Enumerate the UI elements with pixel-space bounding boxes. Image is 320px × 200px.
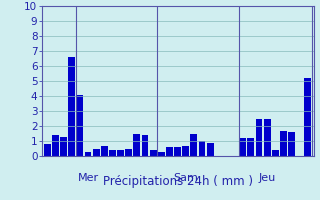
Bar (141, 135, 148, 156)
Bar (288, 132, 295, 156)
Bar (68, 57, 75, 156)
Bar (125, 148, 132, 156)
Text: Jeu: Jeu (259, 173, 276, 183)
Bar (280, 130, 287, 156)
Bar (44, 144, 51, 156)
Bar (158, 152, 165, 156)
Bar (264, 118, 271, 156)
Bar (190, 134, 197, 156)
Bar (60, 137, 67, 156)
Bar (76, 95, 83, 156)
Bar (133, 134, 140, 156)
Bar (247, 138, 254, 156)
Bar (272, 150, 279, 156)
Bar (239, 138, 246, 156)
Bar (174, 147, 181, 156)
Bar (150, 150, 156, 156)
Bar (84, 152, 92, 156)
Bar (52, 135, 59, 156)
Bar (207, 142, 214, 156)
Text: Sam: Sam (173, 173, 198, 183)
Bar (101, 146, 108, 156)
Bar (93, 148, 100, 156)
X-axis label: Précipitations 24h ( mm ): Précipitations 24h ( mm ) (103, 175, 252, 188)
Bar (256, 118, 262, 156)
Text: Mer: Mer (77, 173, 99, 183)
Bar (182, 146, 189, 156)
Bar (117, 150, 124, 156)
Bar (166, 147, 173, 156)
Bar (199, 141, 205, 156)
Bar (109, 150, 116, 156)
Bar (304, 78, 311, 156)
